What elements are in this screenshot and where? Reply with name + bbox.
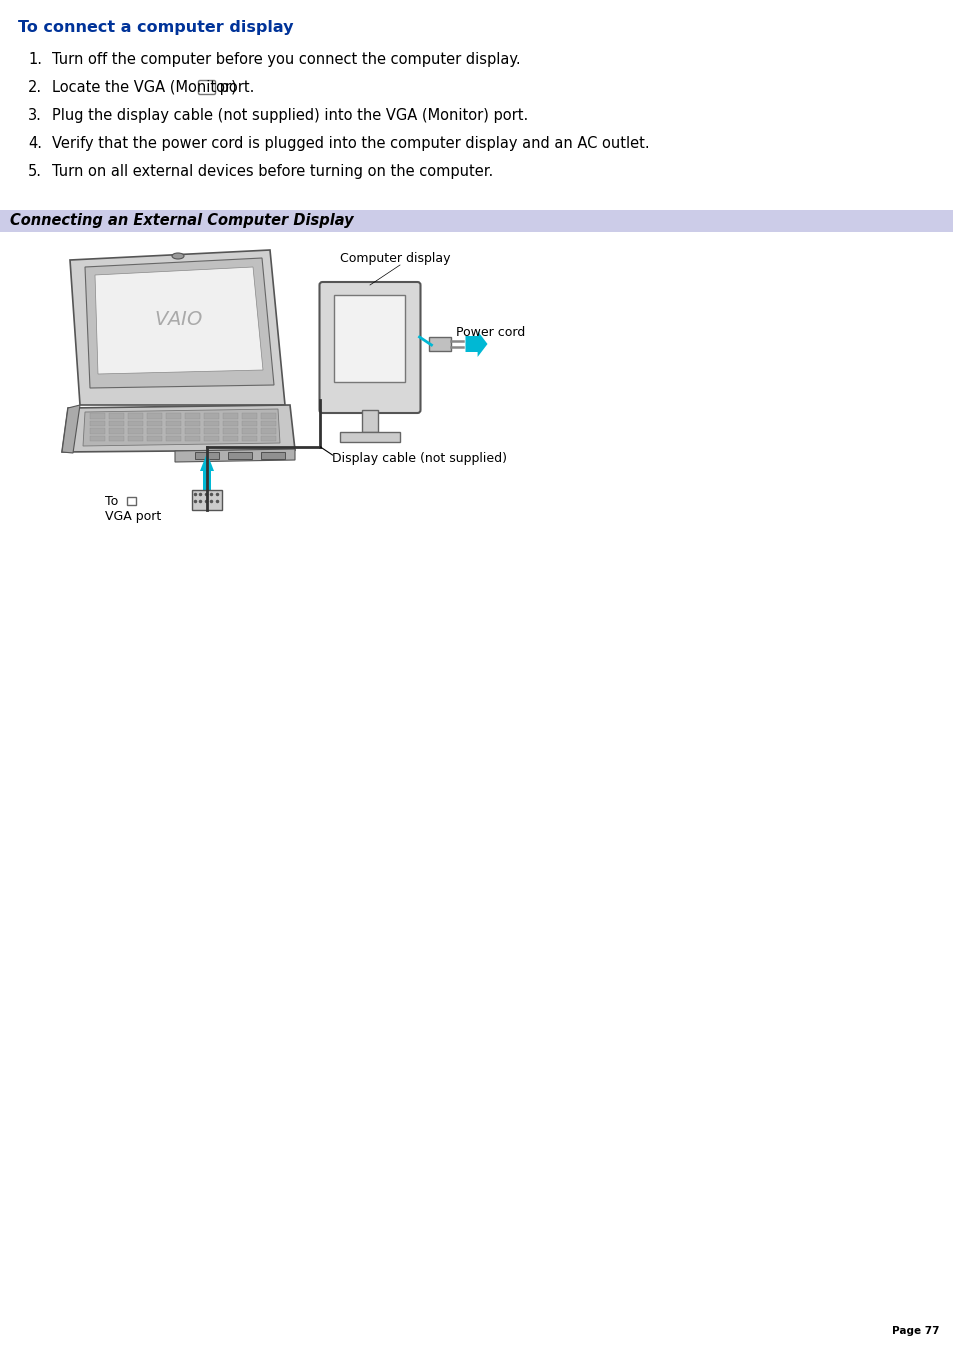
Polygon shape xyxy=(85,258,274,388)
Text: To: To xyxy=(105,494,126,508)
Text: Turn on all external devices before turning on the computer.: Turn on all external devices before turn… xyxy=(52,163,493,178)
Polygon shape xyxy=(70,250,285,405)
FancyBboxPatch shape xyxy=(185,420,200,426)
FancyBboxPatch shape xyxy=(128,413,143,419)
Text: $\mathit{VAIO}$: $\mathit{VAIO}$ xyxy=(153,311,202,330)
Text: 2.: 2. xyxy=(28,80,42,95)
FancyBboxPatch shape xyxy=(90,413,105,419)
FancyBboxPatch shape xyxy=(223,428,237,434)
Polygon shape xyxy=(465,331,487,357)
FancyBboxPatch shape xyxy=(223,420,237,426)
FancyBboxPatch shape xyxy=(261,453,285,459)
FancyBboxPatch shape xyxy=(166,428,181,434)
FancyBboxPatch shape xyxy=(194,453,219,459)
FancyBboxPatch shape xyxy=(242,413,256,419)
FancyBboxPatch shape xyxy=(228,453,252,459)
FancyBboxPatch shape xyxy=(109,435,124,440)
FancyBboxPatch shape xyxy=(204,420,219,426)
Text: Display cable (not supplied): Display cable (not supplied) xyxy=(333,453,507,465)
Text: Connecting an External Computer Display: Connecting an External Computer Display xyxy=(10,213,354,228)
Polygon shape xyxy=(200,453,213,490)
Text: Power cord: Power cord xyxy=(456,326,525,339)
FancyBboxPatch shape xyxy=(185,435,200,440)
Polygon shape xyxy=(62,405,294,453)
FancyBboxPatch shape xyxy=(127,497,136,505)
FancyBboxPatch shape xyxy=(192,490,222,509)
FancyBboxPatch shape xyxy=(204,428,219,434)
FancyBboxPatch shape xyxy=(128,420,143,426)
FancyBboxPatch shape xyxy=(242,435,256,440)
FancyBboxPatch shape xyxy=(198,81,215,95)
FancyBboxPatch shape xyxy=(90,428,105,434)
FancyBboxPatch shape xyxy=(339,432,399,442)
Text: Page 77: Page 77 xyxy=(892,1325,939,1336)
Text: Computer display: Computer display xyxy=(339,253,450,265)
FancyBboxPatch shape xyxy=(261,420,275,426)
Text: port.: port. xyxy=(214,80,254,95)
FancyBboxPatch shape xyxy=(147,435,162,440)
FancyBboxPatch shape xyxy=(166,413,181,419)
FancyBboxPatch shape xyxy=(223,435,237,440)
Text: Turn off the computer before you connect the computer display.: Turn off the computer before you connect… xyxy=(52,51,520,68)
FancyBboxPatch shape xyxy=(361,409,377,432)
Polygon shape xyxy=(95,267,263,374)
Polygon shape xyxy=(83,409,280,446)
FancyBboxPatch shape xyxy=(261,435,275,440)
Text: 5.: 5. xyxy=(28,163,42,178)
FancyBboxPatch shape xyxy=(261,428,275,434)
Polygon shape xyxy=(174,449,294,462)
FancyBboxPatch shape xyxy=(0,209,953,232)
FancyBboxPatch shape xyxy=(147,428,162,434)
Text: To connect a computer display: To connect a computer display xyxy=(18,20,294,35)
FancyBboxPatch shape xyxy=(147,413,162,419)
Text: Plug the display cable (not supplied) into the VGA (Monitor) port.: Plug the display cable (not supplied) in… xyxy=(52,108,528,123)
FancyBboxPatch shape xyxy=(90,420,105,426)
FancyBboxPatch shape xyxy=(261,413,275,419)
Text: 4.: 4. xyxy=(28,136,42,151)
Text: VGA port: VGA port xyxy=(105,509,161,523)
FancyBboxPatch shape xyxy=(335,295,405,382)
FancyBboxPatch shape xyxy=(242,420,256,426)
Text: Locate the VGA (Monitor): Locate the VGA (Monitor) xyxy=(52,80,241,95)
FancyBboxPatch shape xyxy=(128,435,143,440)
FancyBboxPatch shape xyxy=(185,413,200,419)
FancyBboxPatch shape xyxy=(166,420,181,426)
Ellipse shape xyxy=(172,253,184,259)
FancyBboxPatch shape xyxy=(204,413,219,419)
FancyBboxPatch shape xyxy=(109,428,124,434)
FancyBboxPatch shape xyxy=(429,336,451,351)
Text: 3.: 3. xyxy=(28,108,42,123)
FancyBboxPatch shape xyxy=(204,435,219,440)
FancyBboxPatch shape xyxy=(185,428,200,434)
Polygon shape xyxy=(62,405,80,453)
FancyBboxPatch shape xyxy=(319,282,420,413)
FancyBboxPatch shape xyxy=(109,420,124,426)
FancyBboxPatch shape xyxy=(242,428,256,434)
Text: 1.: 1. xyxy=(28,51,42,68)
FancyBboxPatch shape xyxy=(90,435,105,440)
Text: Verify that the power cord is plugged into the computer display and an AC outlet: Verify that the power cord is plugged in… xyxy=(52,136,649,151)
FancyBboxPatch shape xyxy=(128,428,143,434)
FancyBboxPatch shape xyxy=(147,420,162,426)
FancyBboxPatch shape xyxy=(109,413,124,419)
FancyBboxPatch shape xyxy=(166,435,181,440)
FancyBboxPatch shape xyxy=(223,413,237,419)
